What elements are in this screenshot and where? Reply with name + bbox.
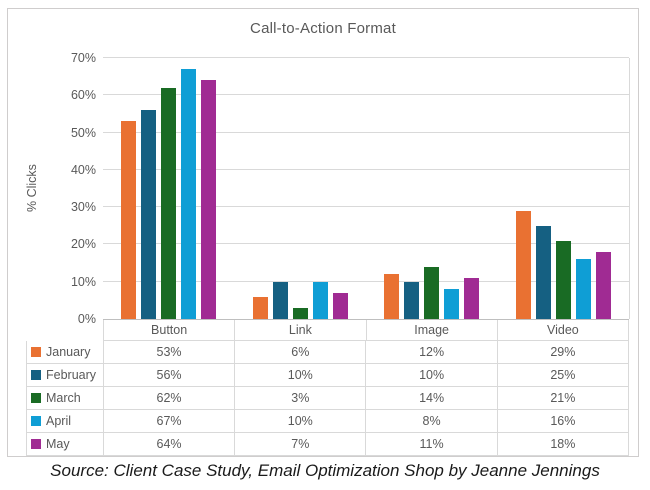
bar-january-video — [515, 210, 531, 319]
category-label-link: Link — [234, 320, 365, 340]
legend-key-may: May — [27, 433, 104, 455]
table-value-april-link: 10% — [235, 410, 367, 432]
table-value-april-image: 8% — [366, 410, 498, 432]
gridline — [103, 206, 629, 208]
gridline — [103, 94, 629, 96]
table-value-february-image: 10% — [366, 364, 498, 386]
bar-april-link — [312, 281, 328, 319]
bar-may-button — [201, 80, 217, 319]
data-table: January 53% 6% 12% 29% February 56% 10% 10% 25% Ma… — [26, 341, 629, 456]
legend-key-march: March — [27, 387, 104, 409]
bar-march-image — [424, 266, 440, 319]
y-tick-label: 10% — [70, 274, 96, 289]
legend-key-april: April — [27, 410, 104, 432]
y-axis-title: % Clicks — [25, 164, 39, 213]
legend-label: February — [46, 368, 97, 382]
legend-swatch-march — [31, 393, 41, 403]
legend-swatch-may — [31, 439, 41, 449]
gridline — [103, 57, 629, 58]
table-value-march-image: 14% — [366, 387, 498, 409]
bar-march-link — [292, 307, 308, 319]
bar-april-button — [181, 69, 197, 319]
bar-may-image — [464, 278, 480, 319]
table-value-february-video: 25% — [498, 364, 629, 386]
gridline — [103, 243, 629, 245]
table-row-may: May 64% 7% 11% 18% — [27, 433, 629, 456]
bar-february-link — [272, 281, 288, 319]
bar-april-video — [575, 259, 591, 319]
gridline — [103, 168, 629, 170]
legend-label: May — [46, 437, 70, 451]
bar-february-button — [141, 110, 157, 319]
bar-april-image — [444, 289, 460, 319]
category-label-image: Image — [365, 320, 497, 340]
legend-swatch-april — [31, 416, 41, 426]
gridline — [103, 280, 629, 282]
table-row-april: April 67% 10% 8% 16% — [27, 410, 629, 433]
bar-february-video — [535, 225, 551, 319]
legend-swatch-february — [31, 370, 41, 380]
chart-title: Call-to-Action Format — [250, 20, 396, 37]
y-tick-label: 0% — [77, 312, 96, 326]
bar-group-image — [366, 58, 498, 319]
table-row-january: January 53% 6% 12% 29% — [27, 341, 629, 364]
bar-group-link — [235, 58, 367, 319]
table-value-april-button: 67% — [104, 410, 236, 432]
legend-swatch-january — [31, 347, 41, 357]
table-value-february-link: 10% — [235, 364, 367, 386]
legend-key-february: February — [27, 364, 104, 386]
category-label-button: Button — [103, 320, 234, 340]
table-value-may-image: 11% — [366, 433, 498, 455]
table-value-may-video: 18% — [498, 433, 629, 455]
table-row-february: February 56% 10% 10% 25% — [27, 364, 629, 387]
y-tick-label: 70% — [70, 51, 96, 65]
y-tick-label: 60% — [70, 88, 96, 103]
table-row-march: March 62% 3% 14% 21% — [27, 387, 629, 410]
y-tick-label: 20% — [70, 237, 96, 252]
table-value-may-button: 64% — [104, 433, 236, 455]
bar-january-link — [252, 296, 268, 319]
table-value-january-image: 12% — [366, 341, 498, 363]
table-value-march-button: 62% — [104, 387, 236, 409]
table-value-may-link: 7% — [235, 433, 367, 455]
bar-may-video — [595, 251, 611, 319]
bar-march-button — [161, 87, 177, 319]
legend-label: March — [46, 391, 81, 405]
bar-january-button — [121, 121, 137, 319]
y-tick-label: 50% — [70, 125, 96, 140]
table-value-january-video: 29% — [498, 341, 629, 363]
bar-march-video — [555, 240, 571, 319]
category-label-video: Video — [496, 320, 629, 340]
category-axis: Button Link Image Video — [103, 319, 629, 341]
bar-february-image — [404, 281, 420, 319]
table-value-january-link: 6% — [235, 341, 367, 363]
source-note: Source: Client Case Study, Email Optimiz… — [50, 461, 600, 480]
bar-january-image — [384, 274, 400, 319]
table-value-april-video: 16% — [498, 410, 629, 432]
plot-area — [103, 57, 630, 320]
bar-group-video — [498, 58, 630, 319]
gridline — [103, 131, 629, 133]
legend-label: January — [46, 345, 91, 359]
table-value-february-button: 56% — [104, 364, 236, 386]
legend-label: April — [46, 414, 72, 428]
legend-key-january: January — [27, 341, 104, 363]
bar-group-button — [103, 58, 235, 319]
table-value-january-button: 53% — [104, 341, 236, 363]
y-tick-label: 30% — [70, 200, 96, 215]
table-value-march-link: 3% — [235, 387, 367, 409]
table-value-march-video: 21% — [498, 387, 629, 409]
chart-panel: Call-to-Action Format % Clicks 0% 10% 20% 3… — [7, 8, 639, 457]
bar-may-link — [332, 292, 348, 319]
y-tick-label: 40% — [70, 162, 96, 177]
